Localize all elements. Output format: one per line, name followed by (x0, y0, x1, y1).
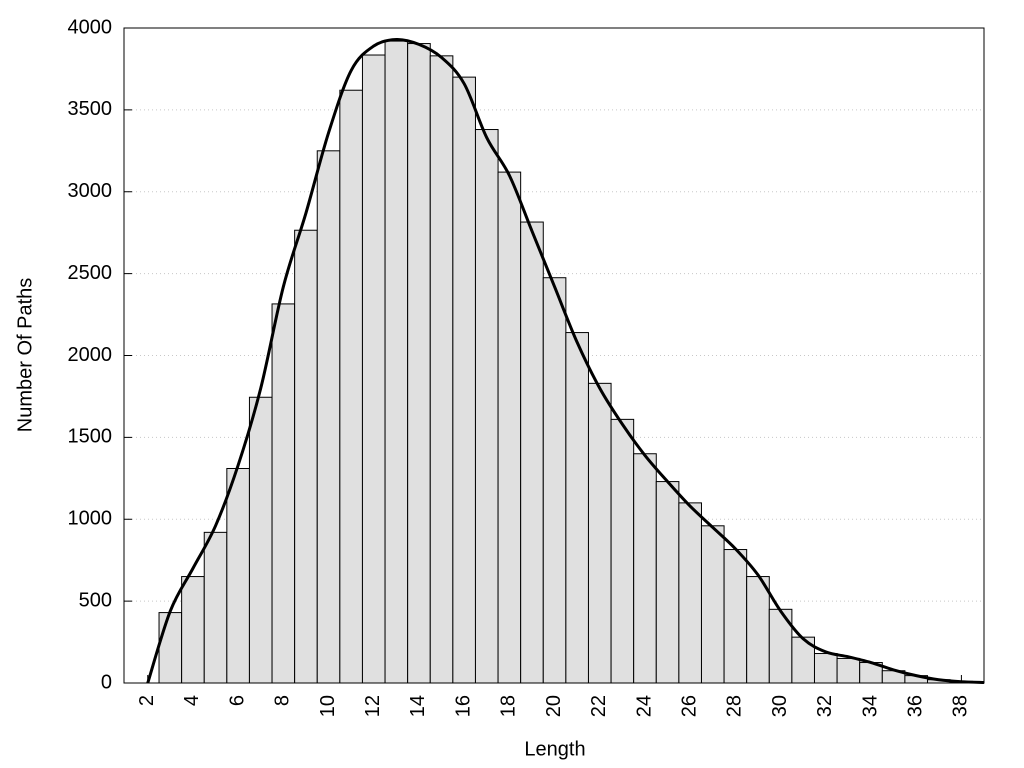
x-tick-label: 26 (678, 695, 700, 717)
bar (474, 129, 499, 684)
bar (813, 653, 838, 684)
bar (497, 171, 522, 684)
bar (587, 382, 612, 684)
x-tick-label: 24 (633, 695, 655, 717)
x-tick-label: 28 (724, 695, 746, 717)
bar (361, 54, 386, 684)
bar (226, 467, 250, 684)
x-tick-label: 12 (362, 695, 384, 717)
x-tick-label: 36 (904, 695, 926, 717)
bar (542, 277, 567, 684)
bar (700, 525, 725, 684)
bar (271, 303, 296, 684)
bar (316, 150, 341, 684)
y-tick-label: 3500 (68, 98, 113, 120)
x-tick-label: 4 (181, 695, 203, 706)
x-tick-label: 20 (543, 695, 565, 717)
bar (836, 657, 861, 684)
y-axis-title: Number Of Paths (14, 278, 36, 433)
bar (384, 40, 409, 684)
y-tick-label: 1000 (68, 508, 113, 530)
bar (294, 229, 318, 684)
y-tick-label: 2000 (68, 344, 113, 366)
plot-frame (123, 27, 985, 684)
x-tick-label: 32 (814, 695, 836, 717)
x-tick-label: 22 (588, 695, 610, 717)
bar (565, 332, 589, 684)
bar (520, 221, 544, 684)
y-tick-label: 0 (101, 671, 112, 693)
bar (429, 55, 454, 684)
bar (610, 418, 635, 684)
y-tick-label: 4000 (68, 16, 113, 38)
y-tick-label: 1500 (68, 426, 113, 448)
bar (203, 531, 228, 684)
bar (407, 43, 431, 684)
density-line (146, 37, 985, 685)
bar (339, 89, 363, 684)
x-tick-label: 18 (498, 695, 520, 717)
x-axis-title: Length (524, 738, 585, 760)
bar (655, 481, 680, 684)
bar (633, 453, 657, 684)
x-tick-label: 30 (769, 695, 791, 717)
x-tick-label: 10 (317, 695, 339, 717)
x-tick-label: 38 (950, 695, 972, 717)
bar (181, 576, 205, 684)
y-tick-label: 500 (79, 589, 112, 611)
x-tick-label: 2 (136, 695, 158, 706)
x-tick-label: 14 (407, 695, 429, 717)
bar (746, 576, 770, 684)
y-tick-label: 3000 (68, 180, 113, 202)
bar (452, 76, 476, 684)
y-tick-label: 2500 (68, 262, 113, 284)
x-tick-label: 34 (859, 695, 881, 717)
x-tick-label: 8 (272, 695, 294, 706)
bar (678, 502, 702, 684)
bar (158, 612, 183, 684)
bar (248, 396, 273, 684)
x-tick-label: 16 (452, 695, 474, 717)
x-tick-label: 6 (226, 695, 248, 706)
bar (723, 549, 748, 684)
